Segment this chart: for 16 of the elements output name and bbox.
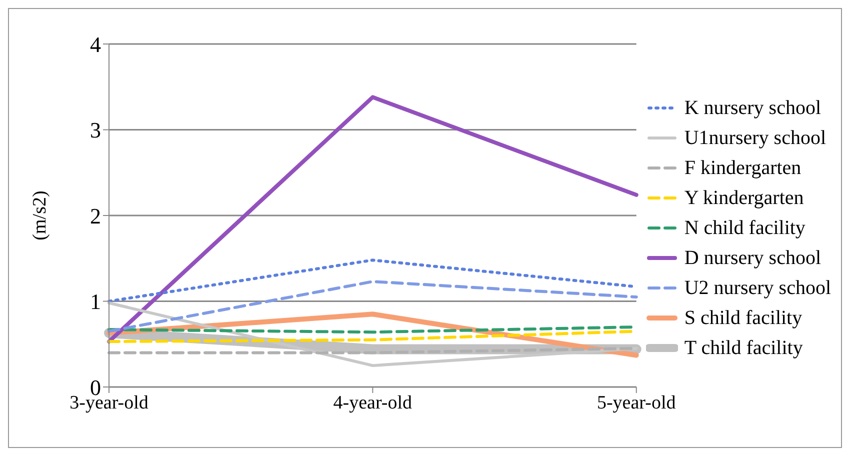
- y-tick-label: 2: [90, 203, 101, 228]
- y-tick-label: 4: [90, 32, 101, 57]
- legend-label: Y kindergarten: [684, 186, 804, 211]
- y-tick-label: 3: [90, 118, 101, 143]
- y-axis-title: (m/s2): [30, 190, 51, 240]
- legend-label: K nursery school: [684, 96, 821, 121]
- legend-label: D nursery school: [684, 246, 821, 271]
- y-tick-label: 1: [90, 289, 101, 314]
- x-tick-label: 5-year-old: [596, 392, 676, 414]
- legend-label: T child facility: [684, 336, 803, 361]
- x-tick-label: 4-year-old: [333, 392, 413, 414]
- legend-label: U2 nursery school: [684, 276, 831, 301]
- legend-label: N child facility: [684, 216, 806, 241]
- legend-label: F kindergarten: [684, 156, 802, 181]
- legend-label: S child facility: [684, 306, 802, 331]
- legend-label: U1nursery school: [684, 126, 826, 151]
